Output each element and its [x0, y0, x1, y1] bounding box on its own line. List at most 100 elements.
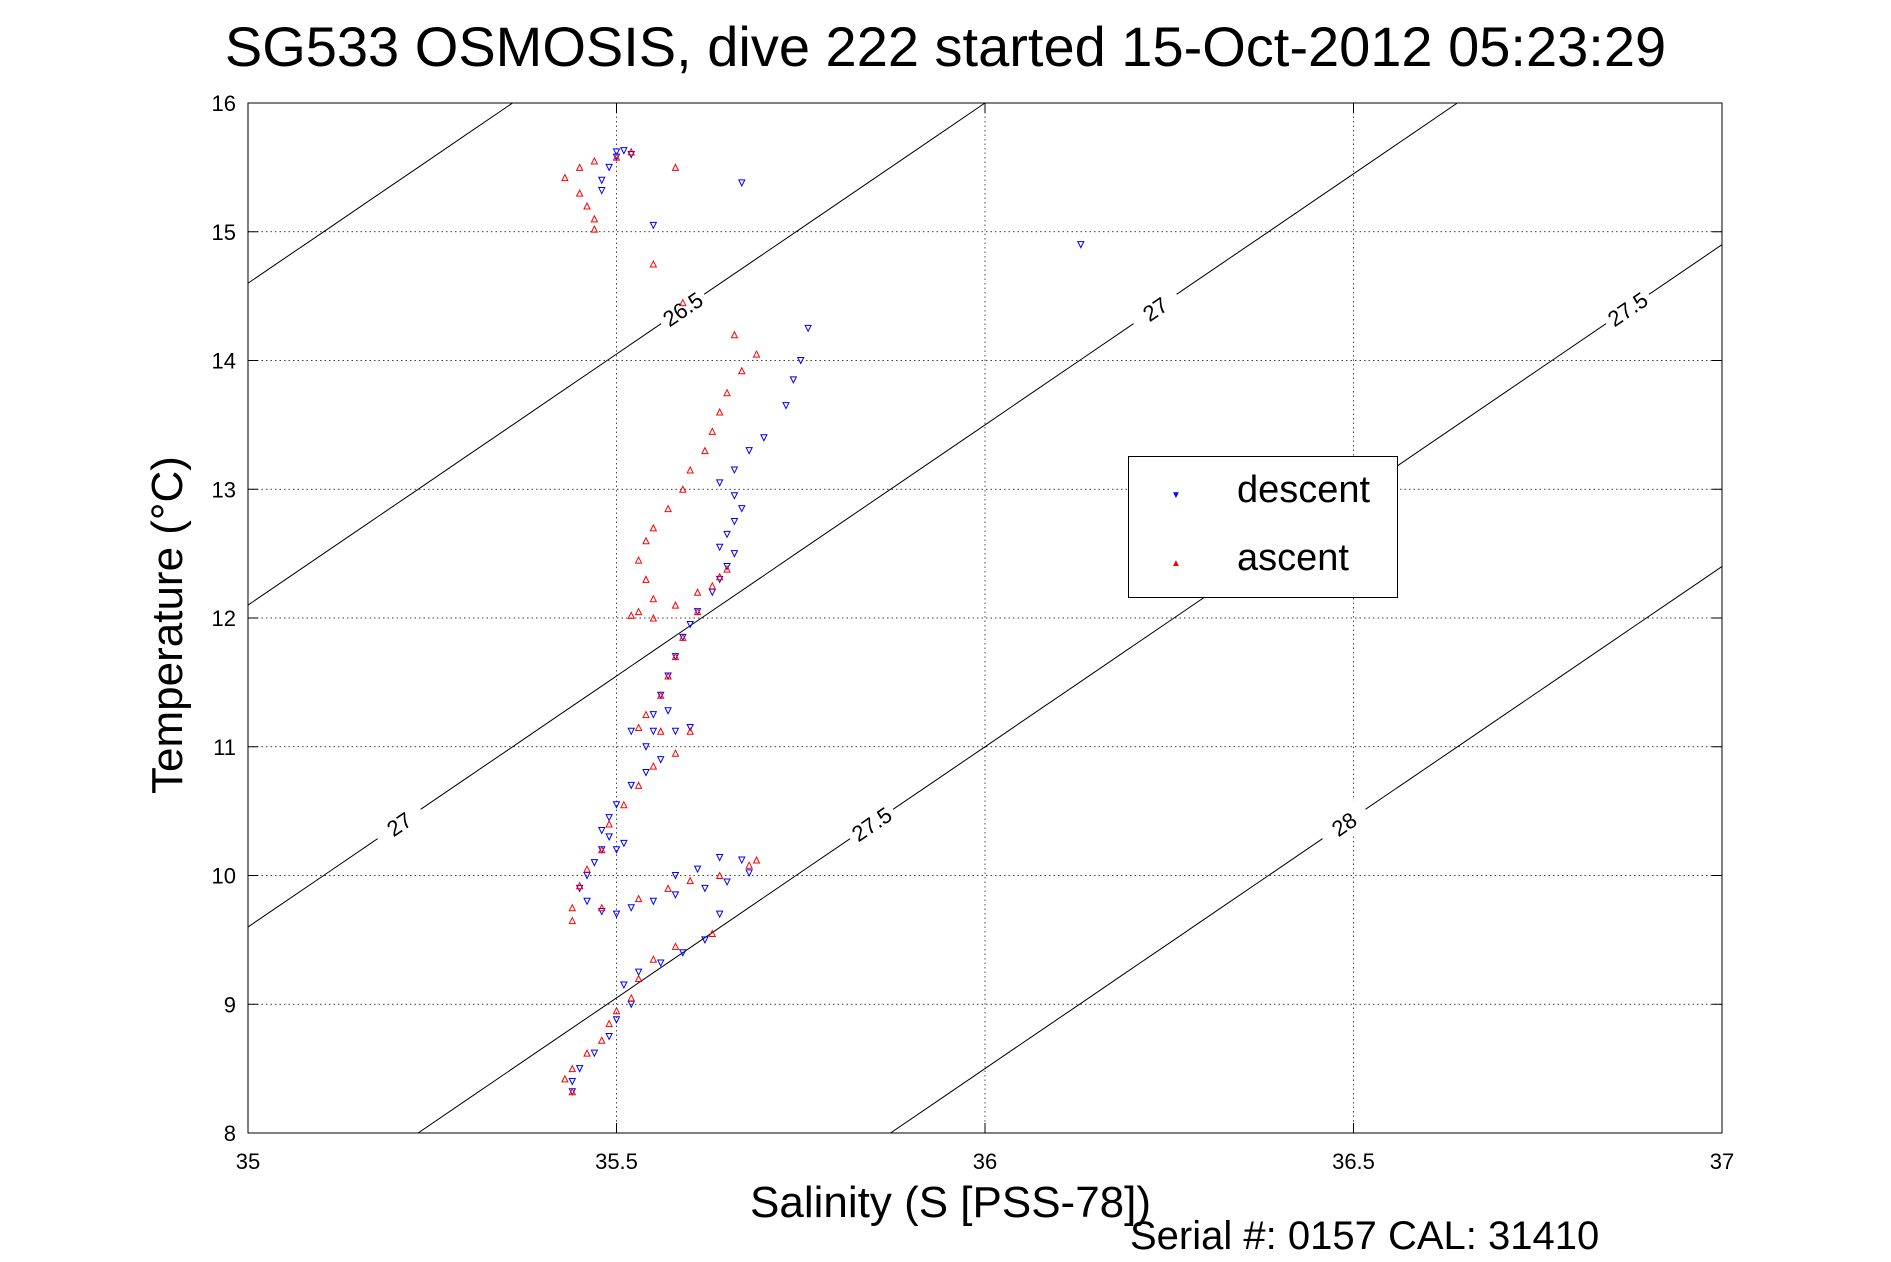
x-tick-label: 35	[236, 1149, 260, 1174]
descent-point	[715, 479, 724, 487]
descent-point	[597, 908, 606, 916]
x-tick-label: 35.5	[595, 1149, 638, 1174]
descent-point	[686, 723, 695, 732]
ascent-point	[575, 881, 584, 890]
ascent-point	[671, 749, 680, 757]
ascent-point	[649, 613, 658, 622]
descent-point	[686, 620, 695, 629]
descent-point	[590, 1049, 599, 1058]
descent-point	[612, 910, 621, 919]
x-axis-label: Salinity (S [PSS-78])	[750, 1178, 1152, 1227]
descent-point	[737, 505, 746, 513]
ascent-point	[583, 1049, 591, 1057]
x-tick-label: 36	[973, 1149, 997, 1174]
y-tick-label: 8	[224, 1121, 236, 1146]
ascent-point	[737, 366, 746, 375]
ascent-point	[671, 942, 680, 950]
data-series	[561, 147, 1085, 1096]
descent-point	[715, 543, 724, 552]
contour-label-bg	[1314, 797, 1374, 851]
descent-point	[804, 324, 812, 333]
descent-point	[760, 434, 768, 442]
ascent-point	[605, 819, 613, 828]
descent-point	[723, 563, 731, 571]
ascent-point	[708, 929, 717, 937]
descent-point	[796, 357, 805, 365]
contour-line-27.5	[417, 244, 1722, 1133]
descent-point	[679, 949, 687, 957]
ascent-point	[605, 1019, 613, 1028]
y-tick-label: 14	[212, 349, 236, 374]
ascent-point	[620, 800, 628, 809]
ascent-point	[561, 1074, 569, 1083]
descent-point	[627, 781, 636, 790]
chart-title: SG533 OSMOSIS, dive 222 started 15-Oct-2…	[224, 15, 1667, 78]
descent-point	[605, 1032, 613, 1041]
descent-point	[737, 179, 746, 187]
ascent-point	[634, 781, 643, 789]
legend: ▼ descent ▲ ascent	[1128, 456, 1398, 598]
ascent-point	[634, 555, 643, 564]
y-tick-label: 15	[212, 220, 236, 245]
y-tick-label: 16	[212, 91, 236, 116]
ascent-point	[568, 1064, 577, 1073]
y-tick-label: 13	[212, 477, 236, 502]
ascent-point	[686, 465, 695, 474]
ascent-point	[708, 581, 717, 590]
descent-point	[627, 727, 636, 736]
y-tick-label: 12	[212, 606, 236, 631]
descent-point	[612, 148, 621, 157]
descent-point	[671, 872, 680, 880]
descent-point	[620, 839, 628, 848]
descent-point	[671, 891, 680, 899]
y-axis-label: Temperature (°C)	[143, 456, 192, 794]
descent-point	[664, 707, 672, 715]
descent-point	[597, 826, 606, 835]
descent-point	[723, 878, 731, 887]
x-tick-label: 37	[1710, 1149, 1734, 1174]
descent-point	[730, 550, 739, 558]
up-triangle-marker-icon: ▲	[1171, 558, 1181, 569]
series-descent	[568, 147, 1085, 1096]
ascent-point	[612, 1006, 621, 1015]
descent-point	[620, 147, 628, 155]
ascent-point	[679, 633, 687, 641]
descent-point	[701, 936, 709, 944]
ascent-point	[634, 894, 643, 903]
ascent-point	[730, 330, 739, 339]
ascent-point	[634, 723, 643, 731]
ascent-point	[597, 903, 606, 912]
ascent-point	[671, 601, 680, 609]
ascent-point	[649, 594, 658, 603]
descent-point	[590, 859, 599, 867]
ascent-point	[634, 607, 643, 616]
descent-point	[656, 959, 665, 968]
ascent-point	[597, 1036, 606, 1044]
series-ascent	[561, 147, 761, 1096]
descent-point	[649, 711, 658, 719]
ascent-point	[575, 189, 584, 197]
ascent-point	[679, 298, 687, 307]
descent-point	[656, 756, 665, 764]
ascent-point	[649, 955, 658, 963]
ascent-point	[649, 523, 658, 532]
ascent-point	[664, 504, 672, 513]
descent-point	[575, 1065, 584, 1073]
descent-point	[583, 897, 591, 906]
x-tick-label: 36.5	[1332, 1149, 1375, 1174]
descent-point	[745, 447, 753, 455]
legend-label-ascent: ascent	[1237, 537, 1349, 579]
descent-point	[620, 981, 628, 990]
ascent-point	[642, 575, 650, 583]
descent-point	[1077, 241, 1085, 249]
ascent-point	[627, 147, 636, 156]
axis-ticks: 35 35.5 36 36.5 37 8 9 10 11 12 13 14 15 16	[212, 91, 1735, 1174]
descent-point	[723, 530, 731, 539]
contour-line-26.5	[248, 103, 986, 606]
descent-point	[715, 910, 724, 919]
legend-label-descent: descent	[1237, 469, 1371, 511]
ascent-point	[568, 903, 577, 912]
density-contours	[248, 103, 1722, 1133]
ascent-point	[723, 388, 731, 397]
